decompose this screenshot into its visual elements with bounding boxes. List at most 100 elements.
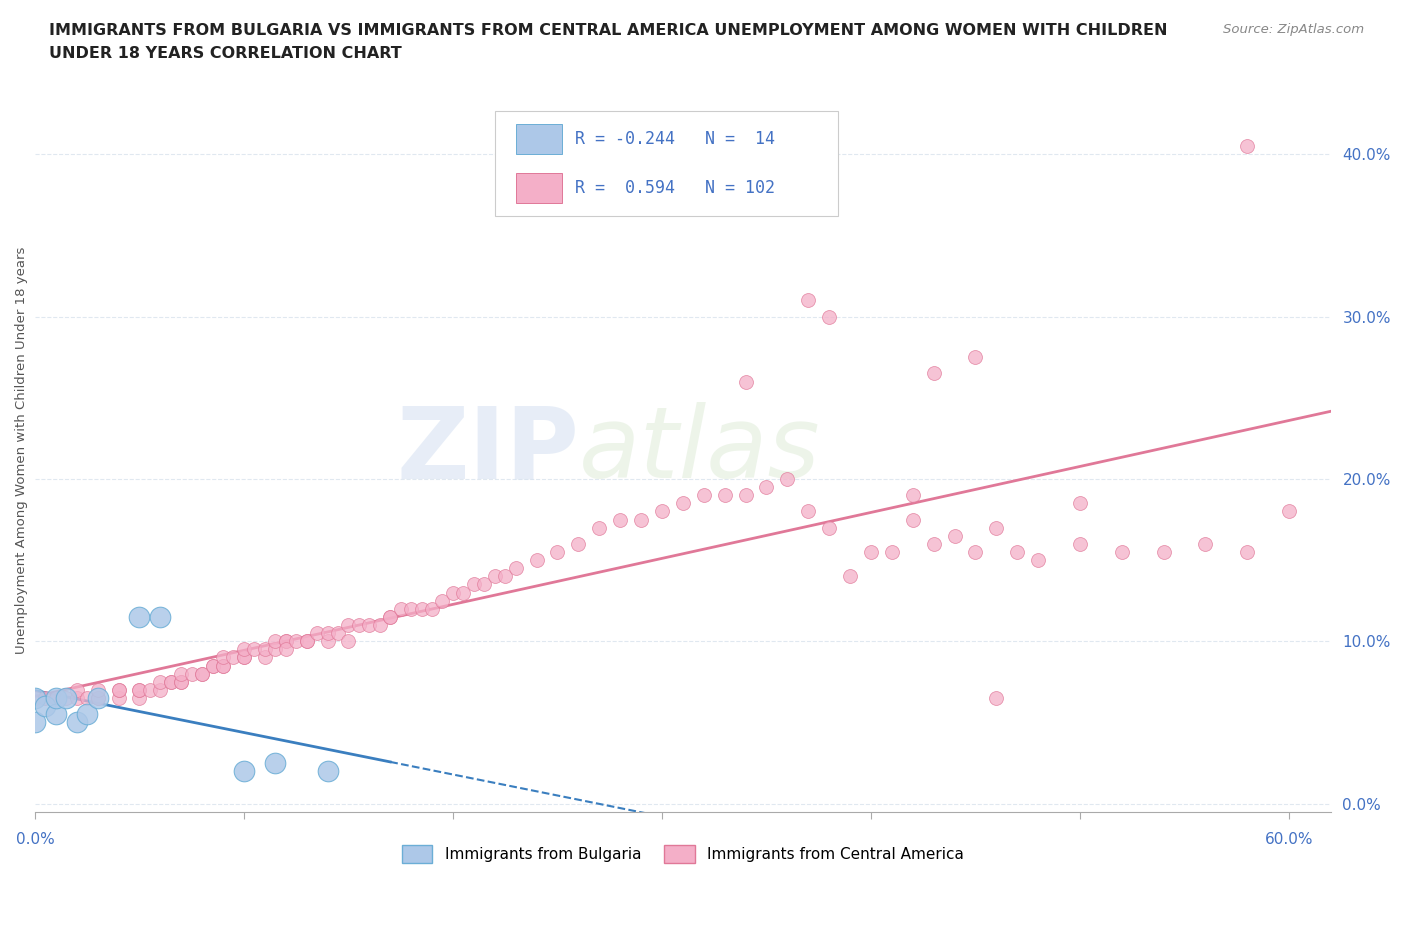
Point — [222, 650, 245, 665]
Point — [441, 585, 464, 600]
Point — [264, 642, 287, 657]
Point — [264, 634, 287, 649]
Point — [159, 674, 181, 689]
Point — [986, 691, 1008, 706]
Point — [149, 674, 172, 689]
Point — [170, 674, 193, 689]
Point — [149, 683, 172, 698]
Point — [45, 691, 67, 706]
Point — [232, 764, 254, 778]
Point — [107, 691, 129, 706]
Point — [191, 666, 214, 681]
Text: R =  0.594   N = 102: R = 0.594 N = 102 — [575, 179, 775, 197]
Point — [359, 618, 381, 632]
Point — [128, 691, 150, 706]
Point — [55, 691, 77, 706]
Point — [201, 658, 224, 673]
Point — [380, 609, 402, 624]
Point — [180, 666, 202, 681]
Point — [316, 764, 339, 778]
Point — [797, 293, 820, 308]
Point — [24, 691, 46, 706]
Point — [1236, 139, 1258, 153]
Point — [609, 512, 631, 527]
Legend: Immigrants from Bulgaria, Immigrants from Central America: Immigrants from Bulgaria, Immigrants fro… — [395, 839, 970, 869]
Point — [472, 577, 495, 591]
Point — [755, 480, 778, 495]
Point — [326, 626, 349, 641]
Point — [285, 634, 308, 649]
Point — [66, 715, 89, 730]
Point — [212, 658, 235, 673]
FancyBboxPatch shape — [516, 173, 562, 203]
FancyBboxPatch shape — [495, 111, 838, 216]
Point — [588, 520, 610, 535]
Point — [232, 650, 254, 665]
Point — [274, 634, 297, 649]
Point — [463, 577, 485, 591]
Point — [526, 552, 548, 567]
Point — [24, 715, 46, 730]
Text: UNDER 18 YEARS CORRELATION CHART: UNDER 18 YEARS CORRELATION CHART — [49, 46, 402, 61]
Point — [943, 528, 966, 543]
Point — [1069, 537, 1091, 551]
Point — [232, 650, 254, 665]
Point — [734, 374, 756, 389]
Point — [337, 618, 360, 632]
Point — [107, 683, 129, 698]
Point — [922, 366, 945, 381]
Point — [191, 666, 214, 681]
Text: atlas: atlas — [579, 402, 821, 499]
Point — [170, 674, 193, 689]
Point — [389, 602, 412, 617]
Point — [567, 537, 589, 551]
Point — [66, 691, 89, 706]
Point — [55, 691, 77, 706]
Point — [295, 634, 318, 649]
Point — [107, 683, 129, 698]
Point — [776, 472, 799, 486]
Point — [651, 504, 673, 519]
Point — [672, 496, 695, 511]
Point — [399, 602, 422, 617]
Point — [494, 569, 516, 584]
Point — [368, 618, 391, 632]
Point — [839, 569, 862, 584]
Point — [734, 487, 756, 502]
Point — [34, 691, 56, 706]
Point — [274, 642, 297, 657]
Point — [1194, 537, 1216, 551]
Text: 60.0%: 60.0% — [1264, 832, 1313, 847]
Point — [922, 537, 945, 551]
Point — [316, 634, 339, 649]
Point — [1111, 545, 1133, 560]
Text: IMMIGRANTS FROM BULGARIA VS IMMIGRANTS FROM CENTRAL AMERICA UNEMPLOYMENT AMONG W: IMMIGRANTS FROM BULGARIA VS IMMIGRANTS F… — [49, 23, 1168, 38]
Point — [546, 545, 568, 560]
Point — [170, 666, 193, 681]
Point — [380, 609, 402, 624]
Point — [797, 504, 820, 519]
Text: ZIP: ZIP — [396, 402, 579, 499]
Point — [1153, 545, 1175, 560]
Y-axis label: Unemployment Among Women with Children Under 18 years: Unemployment Among Women with Children U… — [15, 246, 28, 654]
Point — [432, 593, 454, 608]
Point — [1005, 545, 1028, 560]
Point — [1026, 552, 1049, 567]
Point — [24, 691, 46, 706]
Point — [484, 569, 506, 584]
Point — [253, 650, 276, 665]
Point — [86, 691, 108, 706]
Point — [818, 309, 841, 324]
Text: Source: ZipAtlas.com: Source: ZipAtlas.com — [1223, 23, 1364, 36]
Point — [243, 642, 266, 657]
Point — [128, 683, 150, 698]
Point — [693, 487, 716, 502]
Point — [880, 545, 903, 560]
Point — [630, 512, 652, 527]
Point — [86, 691, 108, 706]
Point — [1069, 496, 1091, 511]
Point — [901, 487, 924, 502]
Point — [295, 634, 318, 649]
Text: 0.0%: 0.0% — [15, 832, 55, 847]
Point — [45, 691, 67, 706]
